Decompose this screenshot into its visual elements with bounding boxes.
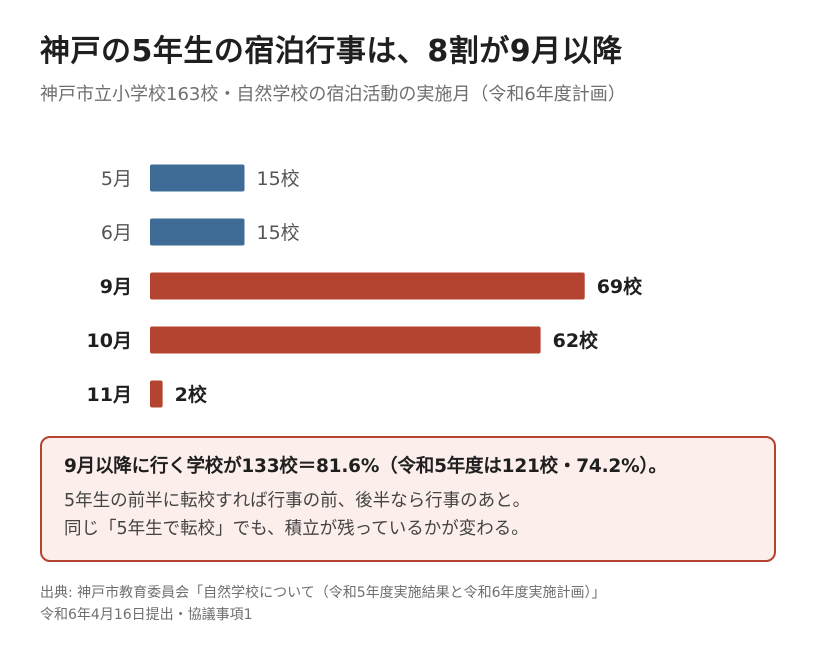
bar <box>150 272 585 300</box>
chart-title: 神戸の5年生の宿泊行事は、8割が9月以降 <box>40 34 623 69</box>
category-label: 11月 <box>87 384 132 406</box>
category-label: 5月 <box>101 168 132 190</box>
source-line-2: 令和6年4月16日提出・協議事項1 <box>40 607 253 623</box>
category-label: 9月 <box>100 276 132 298</box>
bar-chart: 5月 15校 6月 15校 9月 69校 10月 62校 11月 2校 <box>87 164 643 408</box>
value-label: 15校 <box>257 222 300 244</box>
bar <box>150 380 163 408</box>
bar <box>150 326 541 354</box>
value-label: 69校 <box>597 275 643 298</box>
bar <box>150 164 245 192</box>
category-label: 10月 <box>87 330 132 352</box>
bar <box>150 218 245 246</box>
category-label: 6月 <box>101 222 132 244</box>
source-credit: 出典: 神戸市教育委員会「自然学校について（令和5年度実施結果と令和6年度実施計… <box>40 582 606 626</box>
source-line-1: 出典: 神戸市教育委員会「自然学校について（令和5年度実施結果と令和6年度実施計… <box>40 585 606 601</box>
note-line-3: 同じ「5年生で転校」でも、積立が残っているかが変わる。 <box>64 519 529 539</box>
chart-subtitle: 神戸市立小学校163校・自然学校の宿泊活動の実施月（令和6年度計画） <box>40 84 626 105</box>
summary-note: 9月以降に行く学校が133校＝81.6%（令和5年度は121校・74.2%）。 … <box>40 436 776 562</box>
value-label: 62校 <box>553 329 599 352</box>
value-label: 15校 <box>257 168 300 190</box>
note-headline: 9月以降に行く学校が133校＝81.6%（令和5年度は121校・74.2%）。 <box>64 456 667 477</box>
note-line-2: 5年生の前半に転校すれば行事の前、後半なら行事のあと。 <box>64 491 531 511</box>
value-label: 2校 <box>175 383 208 406</box>
